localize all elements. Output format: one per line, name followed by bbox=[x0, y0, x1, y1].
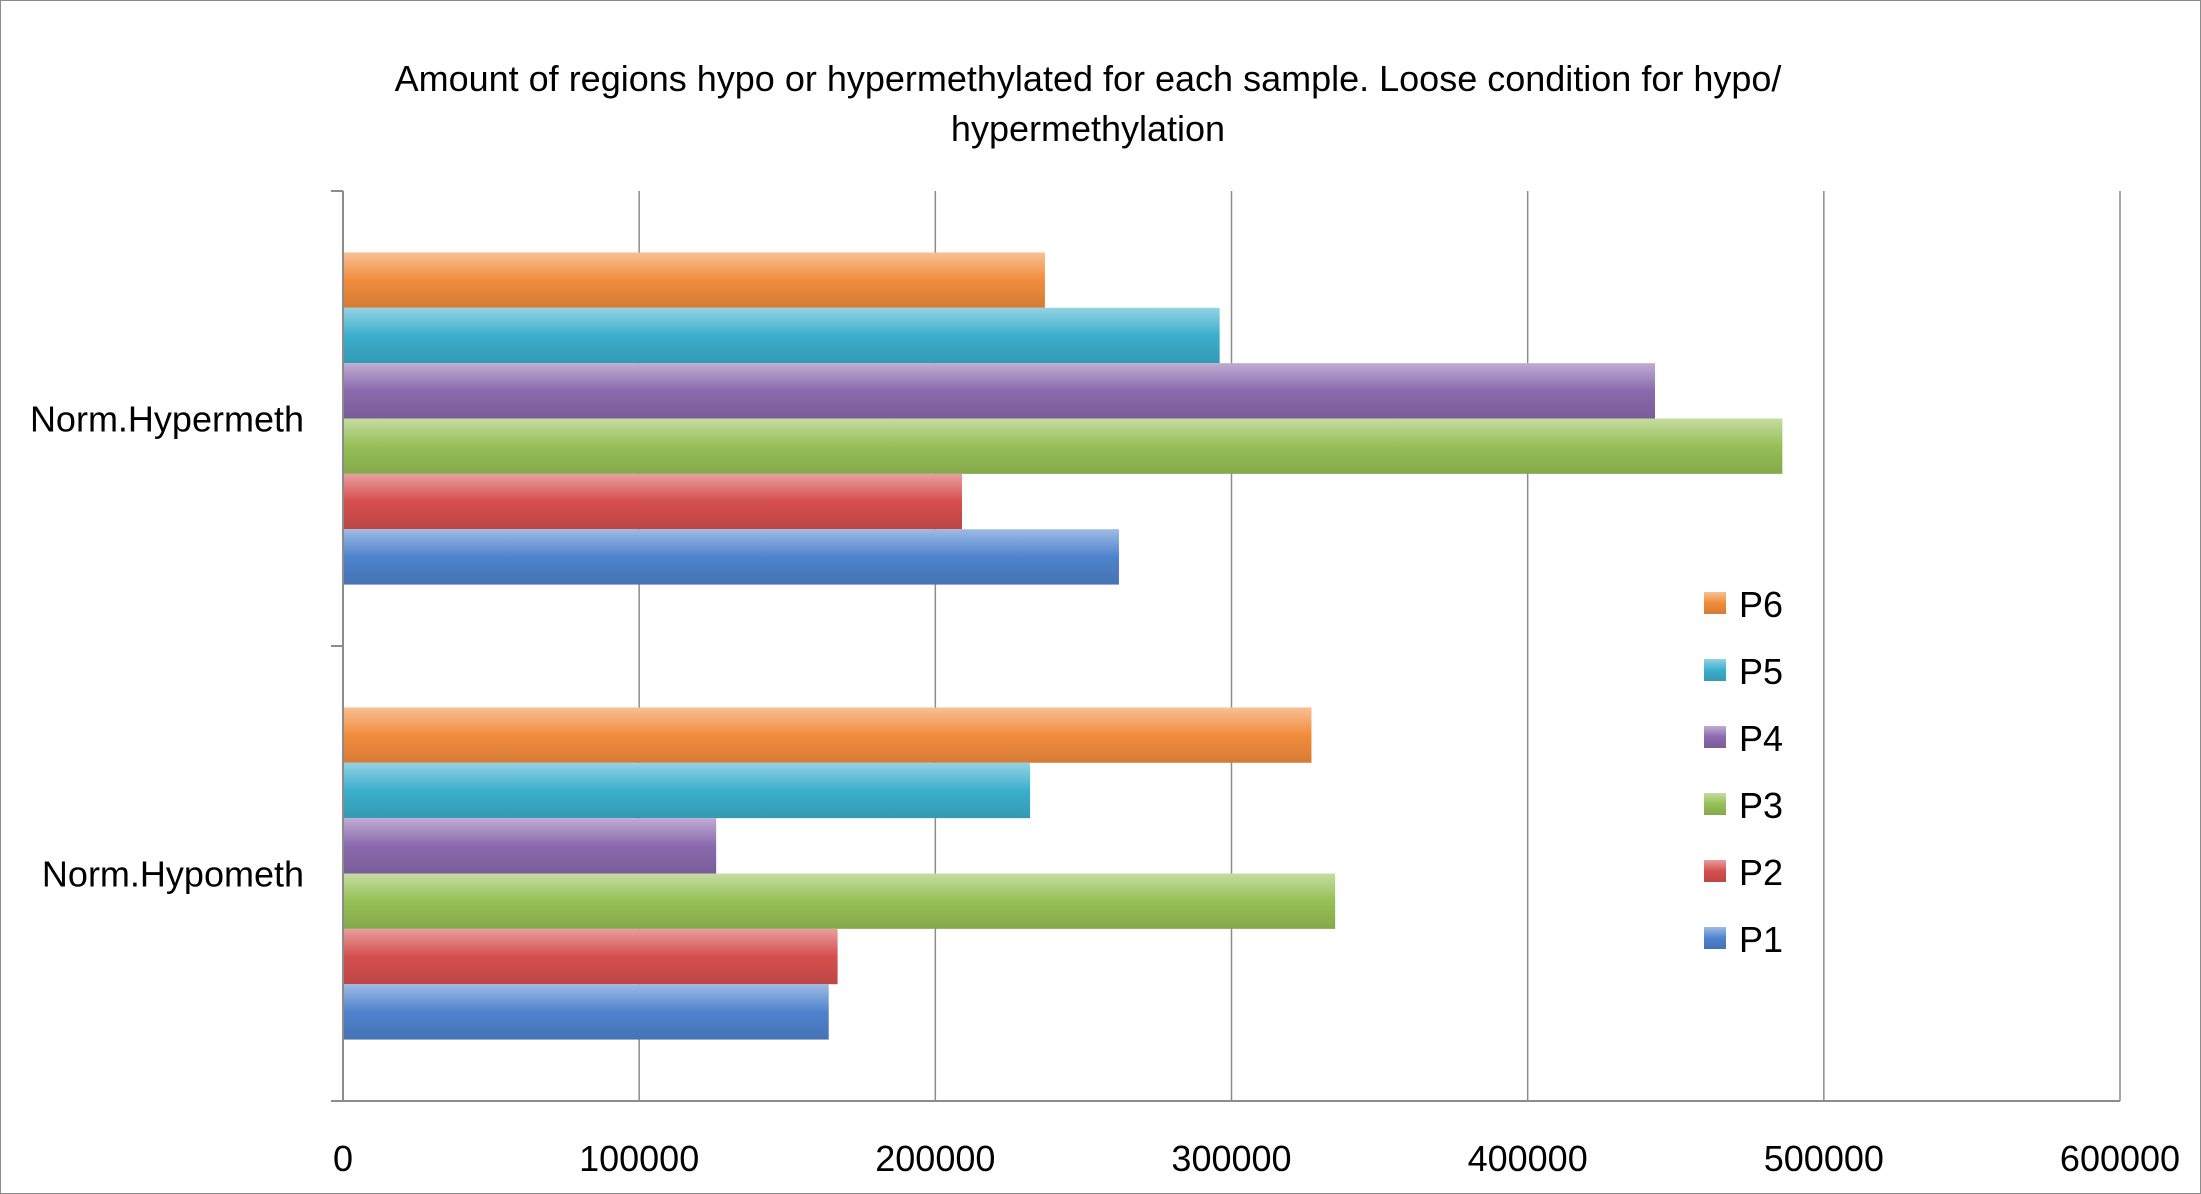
x-tick-label: 300000 bbox=[1171, 1138, 1291, 1179]
x-tick-label: 600000 bbox=[2060, 1138, 2180, 1179]
chart-title-line: hypermethylation bbox=[951, 108, 1225, 149]
bar-p4-hypometh bbox=[344, 818, 717, 874]
legend-swatch-p6 bbox=[1704, 592, 1726, 614]
legend: P6 P5 P4 P3 P2 P1 bbox=[1704, 584, 1783, 960]
category-labels: Norm.Hypermeth Norm.Hypometh bbox=[30, 399, 304, 895]
bars bbox=[344, 252, 1783, 1040]
bar-p3-hypometh bbox=[344, 873, 1336, 929]
x-tick-label: 400000 bbox=[1468, 1138, 1588, 1179]
legend-label-p4: P4 bbox=[1739, 718, 1783, 759]
bar-p5-hypometh bbox=[344, 762, 1031, 819]
bar-p6-hypermeth bbox=[344, 252, 1045, 308]
legend-swatch-p2 bbox=[1704, 860, 1726, 882]
x-tick-label: 0 bbox=[333, 1138, 353, 1179]
legend-label-p3: P3 bbox=[1739, 785, 1783, 826]
legend-swatch-p5 bbox=[1704, 659, 1726, 681]
category-label: Norm.Hypometh bbox=[42, 854, 304, 895]
bar-p1-hypometh bbox=[344, 984, 829, 1040]
axes bbox=[331, 190, 2120, 1102]
x-tick-label: 500000 bbox=[1764, 1138, 1884, 1179]
legend-label-p5: P5 bbox=[1739, 651, 1783, 692]
chart-title: Amount of regions hypo or hypermethylate… bbox=[395, 58, 1782, 149]
chart-title-line: Amount of regions hypo or hypermethylate… bbox=[395, 58, 1782, 99]
legend-swatch-p4 bbox=[1704, 726, 1726, 748]
legend-label-p1: P1 bbox=[1739, 919, 1783, 960]
bar-p6-hypometh bbox=[344, 707, 1312, 763]
bar-p1-hypermeth bbox=[344, 529, 1119, 585]
bar-p3-hypermeth bbox=[344, 418, 1783, 474]
category-label: Norm.Hypermeth bbox=[30, 399, 304, 440]
x-tick-label: 200000 bbox=[875, 1138, 995, 1179]
legend-label-p6: P6 bbox=[1739, 584, 1783, 625]
x-tick-labels: 0 100000 200000 300000 400000 500000 600000 bbox=[333, 1138, 2180, 1179]
x-tick-label: 100000 bbox=[579, 1138, 699, 1179]
legend-swatch-p1 bbox=[1704, 927, 1726, 949]
legend-swatch-p3 bbox=[1704, 793, 1726, 815]
bar-p4-hypermeth bbox=[344, 363, 1656, 419]
legend-label-p2: P2 bbox=[1739, 852, 1783, 893]
bar-p2-hypermeth bbox=[344, 473, 962, 530]
bar-p2-hypometh bbox=[344, 928, 838, 985]
bar-p5-hypermeth bbox=[344, 307, 1220, 364]
